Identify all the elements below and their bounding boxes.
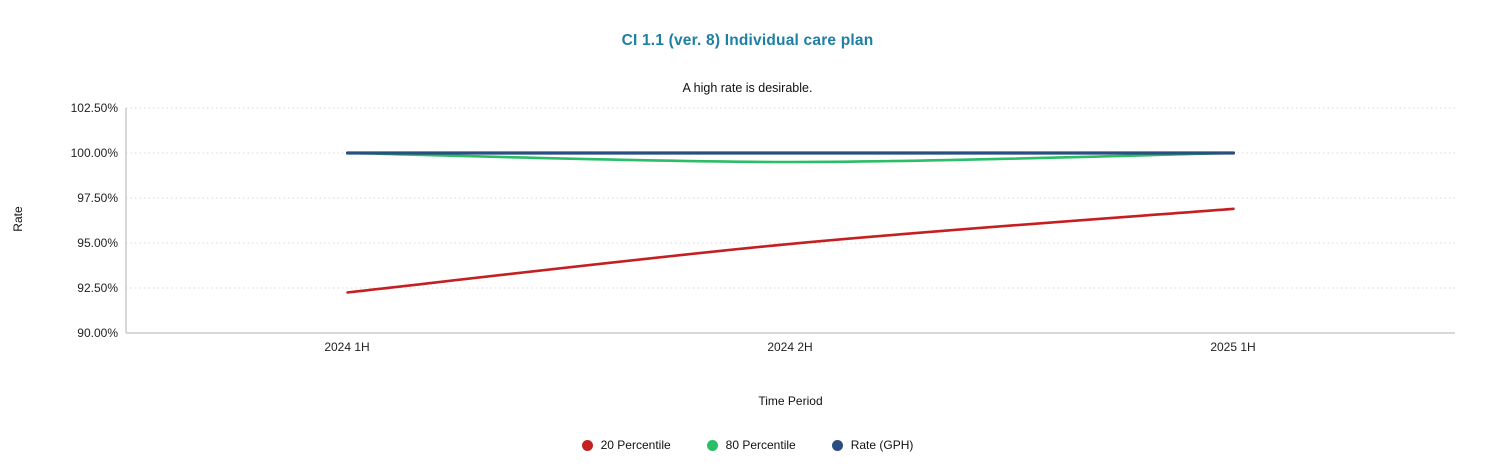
y-tick-label: 100.00%: [70, 146, 118, 160]
chart-subtitle: A high rate is desirable.: [682, 81, 813, 95]
legend-label: 80 Percentile: [725, 438, 796, 452]
legend-label: Rate (GPH): [850, 438, 914, 452]
y-tick-label: 95.00%: [77, 236, 118, 250]
x-tick-label: 2024 1H: [324, 340, 370, 354]
x-tick-label: 2025 1H: [1210, 340, 1256, 354]
legend-marker-20-percentile-icon: [581, 439, 593, 451]
legend-item-80-percentile: 80 Percentile: [706, 438, 796, 452]
y-tick-label: 90.00%: [77, 326, 118, 340]
legend-marker-rate-gph-icon: [831, 439, 843, 451]
y-tick-label: 92.50%: [77, 281, 118, 295]
series-line-80-percentile: [346, 151, 1235, 164]
y-tick-label: 102.50%: [70, 101, 118, 115]
legend-item-rate-gph: Rate (GPH): [831, 438, 914, 452]
legend-label: 20 Percentile: [600, 438, 671, 452]
x-axis-title: Time Period: [758, 394, 823, 408]
y-tick-label: 97.50%: [77, 191, 118, 205]
series-line-20-percentile: [346, 207, 1235, 294]
chart-legend: 20 Percentile 80 Percentile Rate (GPH): [0, 438, 1495, 452]
chart-title: CI 1.1 (ver. 8) Individual care plan: [621, 32, 874, 49]
legend-marker-80-percentile-icon: [706, 439, 718, 451]
legend-item-20-percentile: 20 Percentile: [581, 438, 671, 452]
x-tick-label: 2024 2H: [767, 340, 813, 354]
